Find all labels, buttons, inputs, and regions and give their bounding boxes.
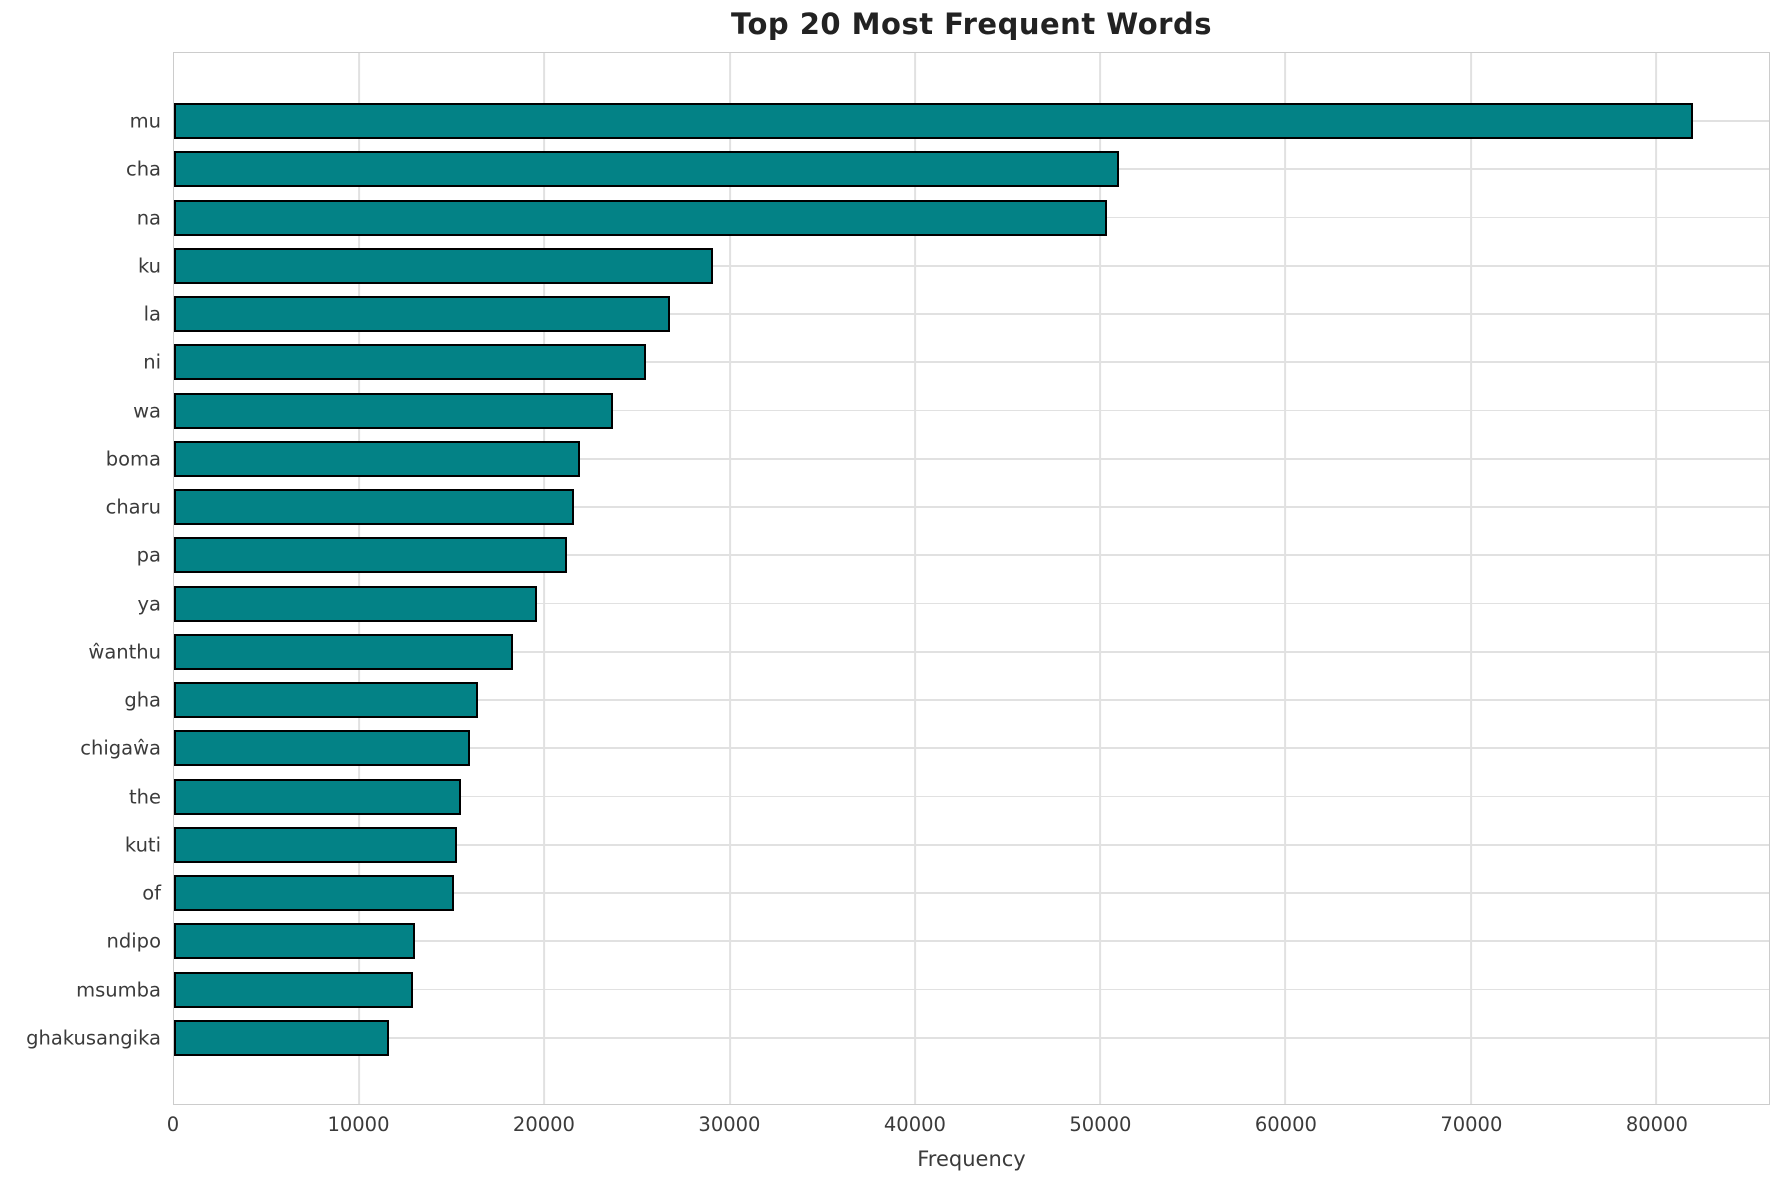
bar-ndipo: [174, 923, 415, 960]
y-tick-label: ku: [137, 254, 161, 278]
gridline-x-80000: [1655, 53, 1657, 1104]
bar-rows-container: mu cha na ku la ni wa boma charu pa ya ŵanthu gha chi…: [26, 53, 1769, 1104]
gridline-x-70000: [1469, 53, 1472, 1104]
gridline-x-40000: [914, 53, 916, 1104]
y-tick-label: the: [128, 785, 161, 808]
bar-msumba: [174, 971, 413, 1008]
x-tick-label: 30000: [698, 1113, 761, 1136]
y-tick-label: wa: [133, 399, 161, 422]
gridline-x-60000: [1284, 53, 1287, 1104]
bar-row: la: [144, 290, 1769, 338]
bar-the: [174, 778, 462, 815]
x-axis-ticks: 0 10000 20000 30000 40000 50000 60000 70000 8000…: [167, 1113, 1770, 1141]
bar-row: ku: [138, 242, 1769, 290]
bar-row: the: [129, 773, 1769, 821]
bar-cha: [174, 151, 1119, 188]
y-tick-label: ni: [143, 350, 161, 374]
bar-wa: [174, 392, 614, 429]
y-tick-label: of: [142, 881, 161, 905]
bar-row: mu: [130, 97, 1769, 145]
bar-charu: [174, 489, 575, 525]
bar-ku: [174, 247, 714, 284]
x-tick-label: 10000: [327, 1113, 390, 1136]
x-tick-label: 20000: [512, 1113, 575, 1136]
y-tick-label: ghakusangika: [26, 1026, 161, 1050]
x-tick-label: 70000: [1440, 1113, 1503, 1136]
bar-of: [174, 875, 454, 911]
gridline-x-30000: [728, 53, 731, 1104]
x-tick-label: 40000: [883, 1113, 946, 1136]
gridline-x-20000: [543, 53, 546, 1104]
bar-mu: [174, 103, 1694, 139]
bar-row: na: [137, 194, 1769, 242]
x-axis-label: Frequency: [917, 1147, 1026, 1171]
y-tick-label: ya: [137, 592, 162, 615]
bar-row: cha: [126, 145, 1769, 193]
y-tick-label: ŵanthu: [88, 640, 161, 664]
bar-kuti: [174, 826, 458, 863]
bar-row: pa: [137, 531, 1769, 579]
bar-row: ya: [138, 580, 1769, 628]
bar-gha: [174, 682, 478, 718]
y-tick-label: cha: [125, 157, 161, 181]
y-tick-label: boma: [105, 447, 161, 471]
y-tick-label: ndipo: [106, 929, 161, 953]
bar-ni: [174, 344, 647, 381]
y-tick-label: chigaŵa: [80, 736, 161, 760]
y-tick-label: mu: [129, 109, 161, 133]
bar-la: [174, 296, 671, 332]
bar-row: ŵanthu: [88, 628, 1769, 676]
bar-row: ni: [143, 338, 1769, 386]
bar-row: msumba: [76, 966, 1769, 1014]
gridline-x-10000: [358, 53, 361, 1104]
bar-na: [174, 199, 1107, 236]
x-tick-label: 50000: [1069, 1113, 1132, 1136]
bar-row: of: [142, 869, 1769, 917]
y-tick-label: msumba: [76, 978, 161, 1001]
y-tick-label: gha: [124, 688, 161, 712]
y-tick-label: pa: [136, 543, 161, 567]
gridline-x-50000: [1099, 53, 1102, 1104]
bar-row: boma: [106, 435, 1769, 483]
bar-row: kuti: [125, 821, 1769, 869]
bar-pa: [174, 537, 567, 574]
bar-boma: [174, 440, 580, 477]
bar-row: chigaŵa: [80, 724, 1769, 772]
x-tick-label: 60000: [1254, 1113, 1317, 1136]
y-tick-label: na: [136, 206, 161, 229]
bar-ŵanthu: [174, 633, 513, 670]
x-tick-label: 80000: [1625, 1113, 1688, 1136]
bar-row: charu: [106, 483, 1769, 531]
bar-chigaŵa: [174, 730, 471, 767]
bar-ya: [174, 585, 538, 622]
chart-title: Top 20 Most Frequent Words: [731, 7, 1212, 41]
bar-row: ndipo: [107, 917, 1769, 965]
y-tick-label: la: [143, 302, 161, 326]
bar-ghakusangika: [174, 1019, 389, 1056]
y-tick-label: kuti: [124, 833, 161, 857]
bar-row: ghakusangika: [26, 1014, 1769, 1062]
bar-row: wa: [133, 387, 1769, 435]
y-tick-label: charu: [105, 495, 161, 519]
x-tick-label: 0: [166, 1113, 180, 1136]
plot-area: mu cha na ku la ni wa boma charu pa ya ŵanthu gha chi…: [26, 52, 1770, 1105]
bar-row: gha: [124, 676, 1769, 724]
